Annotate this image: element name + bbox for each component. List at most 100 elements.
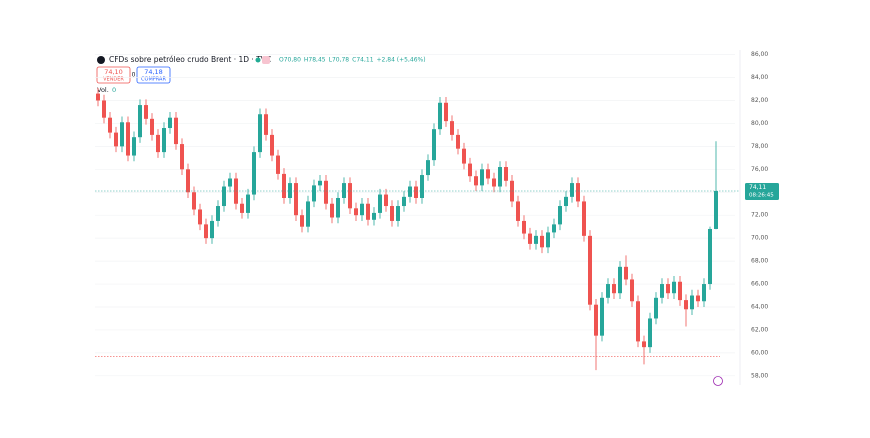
candle-body xyxy=(654,297,658,319)
candle-body xyxy=(120,122,124,147)
candle-body xyxy=(198,209,202,225)
candle-body xyxy=(420,175,424,198)
candle-body xyxy=(174,117,178,145)
price-tag-price: 74,11 xyxy=(749,184,766,191)
y-tick-label: 80,00 xyxy=(751,120,768,127)
candle-body xyxy=(492,178,496,187)
price-tag xyxy=(745,182,779,200)
candle-body xyxy=(366,203,370,220)
y-tick-label: 78,00 xyxy=(751,143,768,150)
candle-body xyxy=(690,295,694,310)
candle-body xyxy=(132,137,136,156)
candle-body xyxy=(324,180,328,204)
candle-body xyxy=(276,155,280,174)
y-tick-label: 60,00 xyxy=(751,349,768,356)
candle-body xyxy=(312,185,316,202)
ohlc-value: +2,84 (+5,46%) xyxy=(377,57,426,64)
candle-body xyxy=(696,295,700,302)
buy-price: 74,18 xyxy=(144,68,163,76)
candle-body xyxy=(192,192,196,210)
ohlc-legend: O70,80 H78,45 L70,78 C74,11 +2,84 (+5,46%) xyxy=(279,57,426,64)
status-badge xyxy=(262,56,270,64)
buy-label: COMPRAR xyxy=(141,77,166,83)
buy-button[interactable] xyxy=(136,66,171,84)
candle-body xyxy=(636,301,640,342)
candle-body xyxy=(618,266,622,294)
sell-label: VENDER xyxy=(103,77,124,83)
candle-body xyxy=(564,196,568,207)
symbol-icon xyxy=(97,56,105,64)
candle-body xyxy=(402,196,406,207)
candle-body xyxy=(498,167,502,187)
candle-body xyxy=(264,114,268,135)
candle-body xyxy=(258,114,262,153)
y-tick-label: 66,00 xyxy=(751,281,768,288)
candle-body xyxy=(546,232,550,248)
candle-body xyxy=(438,102,442,130)
candle-body xyxy=(294,183,298,216)
candle-body xyxy=(660,284,664,298)
event-icon[interactable] xyxy=(713,376,723,386)
candle-body xyxy=(300,215,304,227)
candle-body xyxy=(684,300,688,310)
candle-body xyxy=(270,134,274,156)
candle-body xyxy=(330,203,334,218)
candle-body xyxy=(216,206,220,221)
candle-body xyxy=(150,118,154,135)
candle-body xyxy=(516,201,520,221)
candle-body xyxy=(486,169,490,179)
candle-body xyxy=(624,266,628,280)
y-tick-label: 84,00 xyxy=(751,74,768,81)
sell-button[interactable] xyxy=(96,66,131,84)
candle-body xyxy=(582,201,586,236)
candle-body xyxy=(642,341,646,348)
y-tick-label: 64,00 xyxy=(751,303,768,310)
candle-body xyxy=(348,183,352,209)
candle-body xyxy=(570,183,574,197)
candle-body xyxy=(648,318,652,348)
candle-body xyxy=(456,134,460,149)
y-tick-label: 72,00 xyxy=(751,212,768,219)
candle-body xyxy=(558,206,562,225)
candle-body xyxy=(528,233,532,244)
candle-body xyxy=(102,100,106,118)
candle-body xyxy=(396,206,400,221)
candle-body xyxy=(240,203,244,213)
candle-body xyxy=(108,117,112,133)
y-tick-label: 58,00 xyxy=(751,372,768,379)
candle-body xyxy=(678,281,682,301)
candle-body xyxy=(408,186,412,197)
candle-body xyxy=(444,102,448,122)
candle-body xyxy=(600,297,604,336)
candle-body xyxy=(180,144,184,170)
volume-label: Vol. xyxy=(97,86,109,94)
candle-body xyxy=(246,194,250,213)
candle-body xyxy=(606,284,610,298)
candle-body xyxy=(138,105,142,138)
y-tick-label: 68,00 xyxy=(751,258,768,265)
candle-body xyxy=(540,235,544,248)
y-tick-label: 86,00 xyxy=(751,51,768,58)
candle-body xyxy=(288,183,292,198)
candle-body xyxy=(630,279,634,302)
candle-body xyxy=(588,235,592,305)
candle-body xyxy=(708,228,712,285)
candle-body xyxy=(228,178,232,187)
y-tick-label: 62,00 xyxy=(751,326,768,333)
y-tick-label: 76,00 xyxy=(751,166,768,173)
candle-body xyxy=(552,224,556,233)
candle-body xyxy=(126,122,130,156)
candle-body xyxy=(594,304,598,336)
candle-body xyxy=(372,212,376,220)
ohlc-value: H78,45 xyxy=(304,57,326,64)
y-tick-label: 70,00 xyxy=(751,235,768,242)
candle-body xyxy=(144,105,148,119)
sell-price: 74,10 xyxy=(104,68,123,76)
ohlc-value: L70,78 xyxy=(329,57,350,64)
candle-body xyxy=(672,281,676,294)
candle-body xyxy=(204,224,208,239)
candle-body xyxy=(432,129,436,161)
candle-body xyxy=(390,206,394,221)
volume-value: 0 xyxy=(112,86,116,94)
